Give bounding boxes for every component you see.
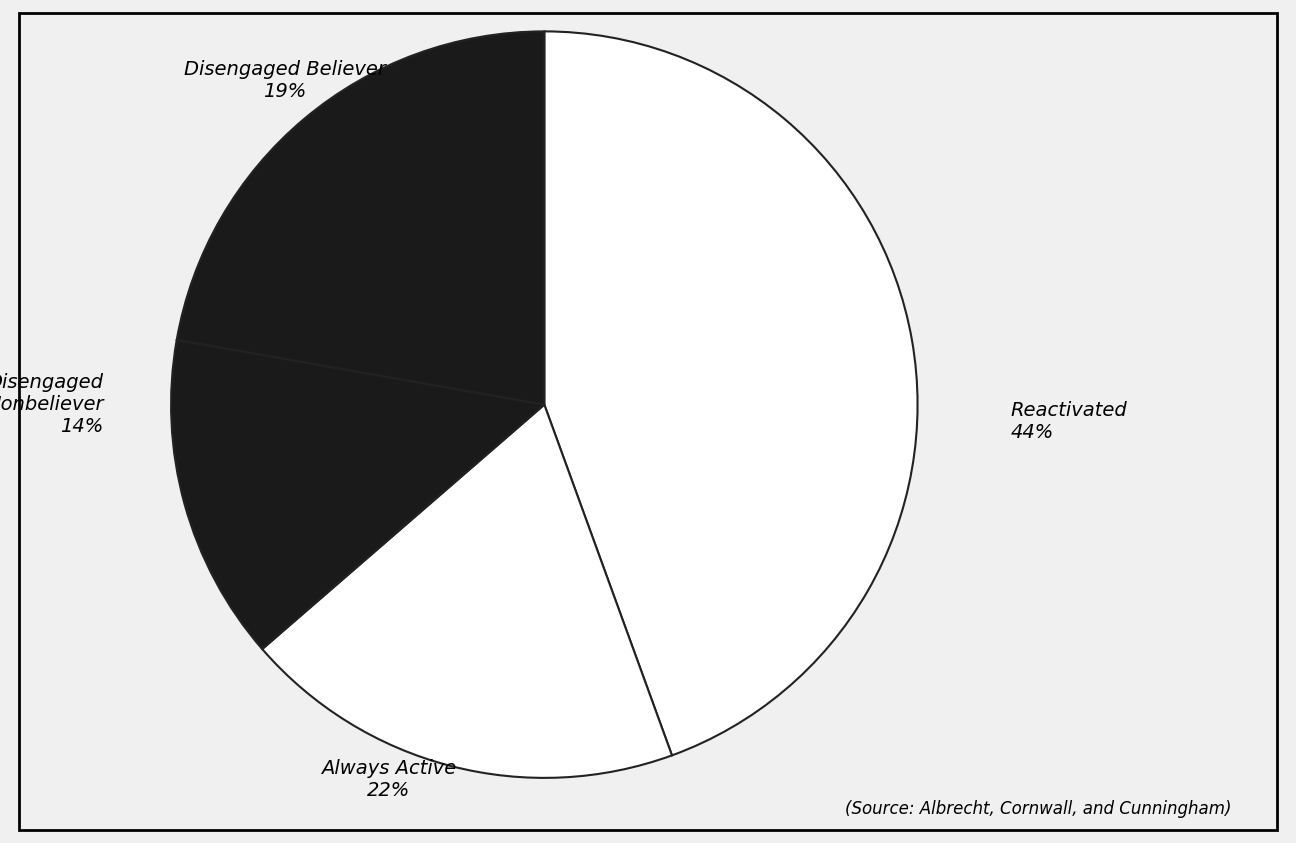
Text: Always Active
22%: Always Active 22% <box>321 759 456 800</box>
Wedge shape <box>171 340 544 649</box>
Text: (Source: Albrecht, Cornwall, and Cunningham): (Source: Albrecht, Cornwall, and Cunning… <box>845 800 1231 818</box>
Wedge shape <box>176 31 544 405</box>
Wedge shape <box>544 31 918 755</box>
Text: Reactivated
44%: Reactivated 44% <box>1011 401 1128 442</box>
Text: Disengaged Believer
19%: Disengaged Believer 19% <box>184 60 386 101</box>
Wedge shape <box>262 405 673 778</box>
Text: Disengaged
Nonbeliever
14%: Disengaged Nonbeliever 14% <box>0 373 104 436</box>
